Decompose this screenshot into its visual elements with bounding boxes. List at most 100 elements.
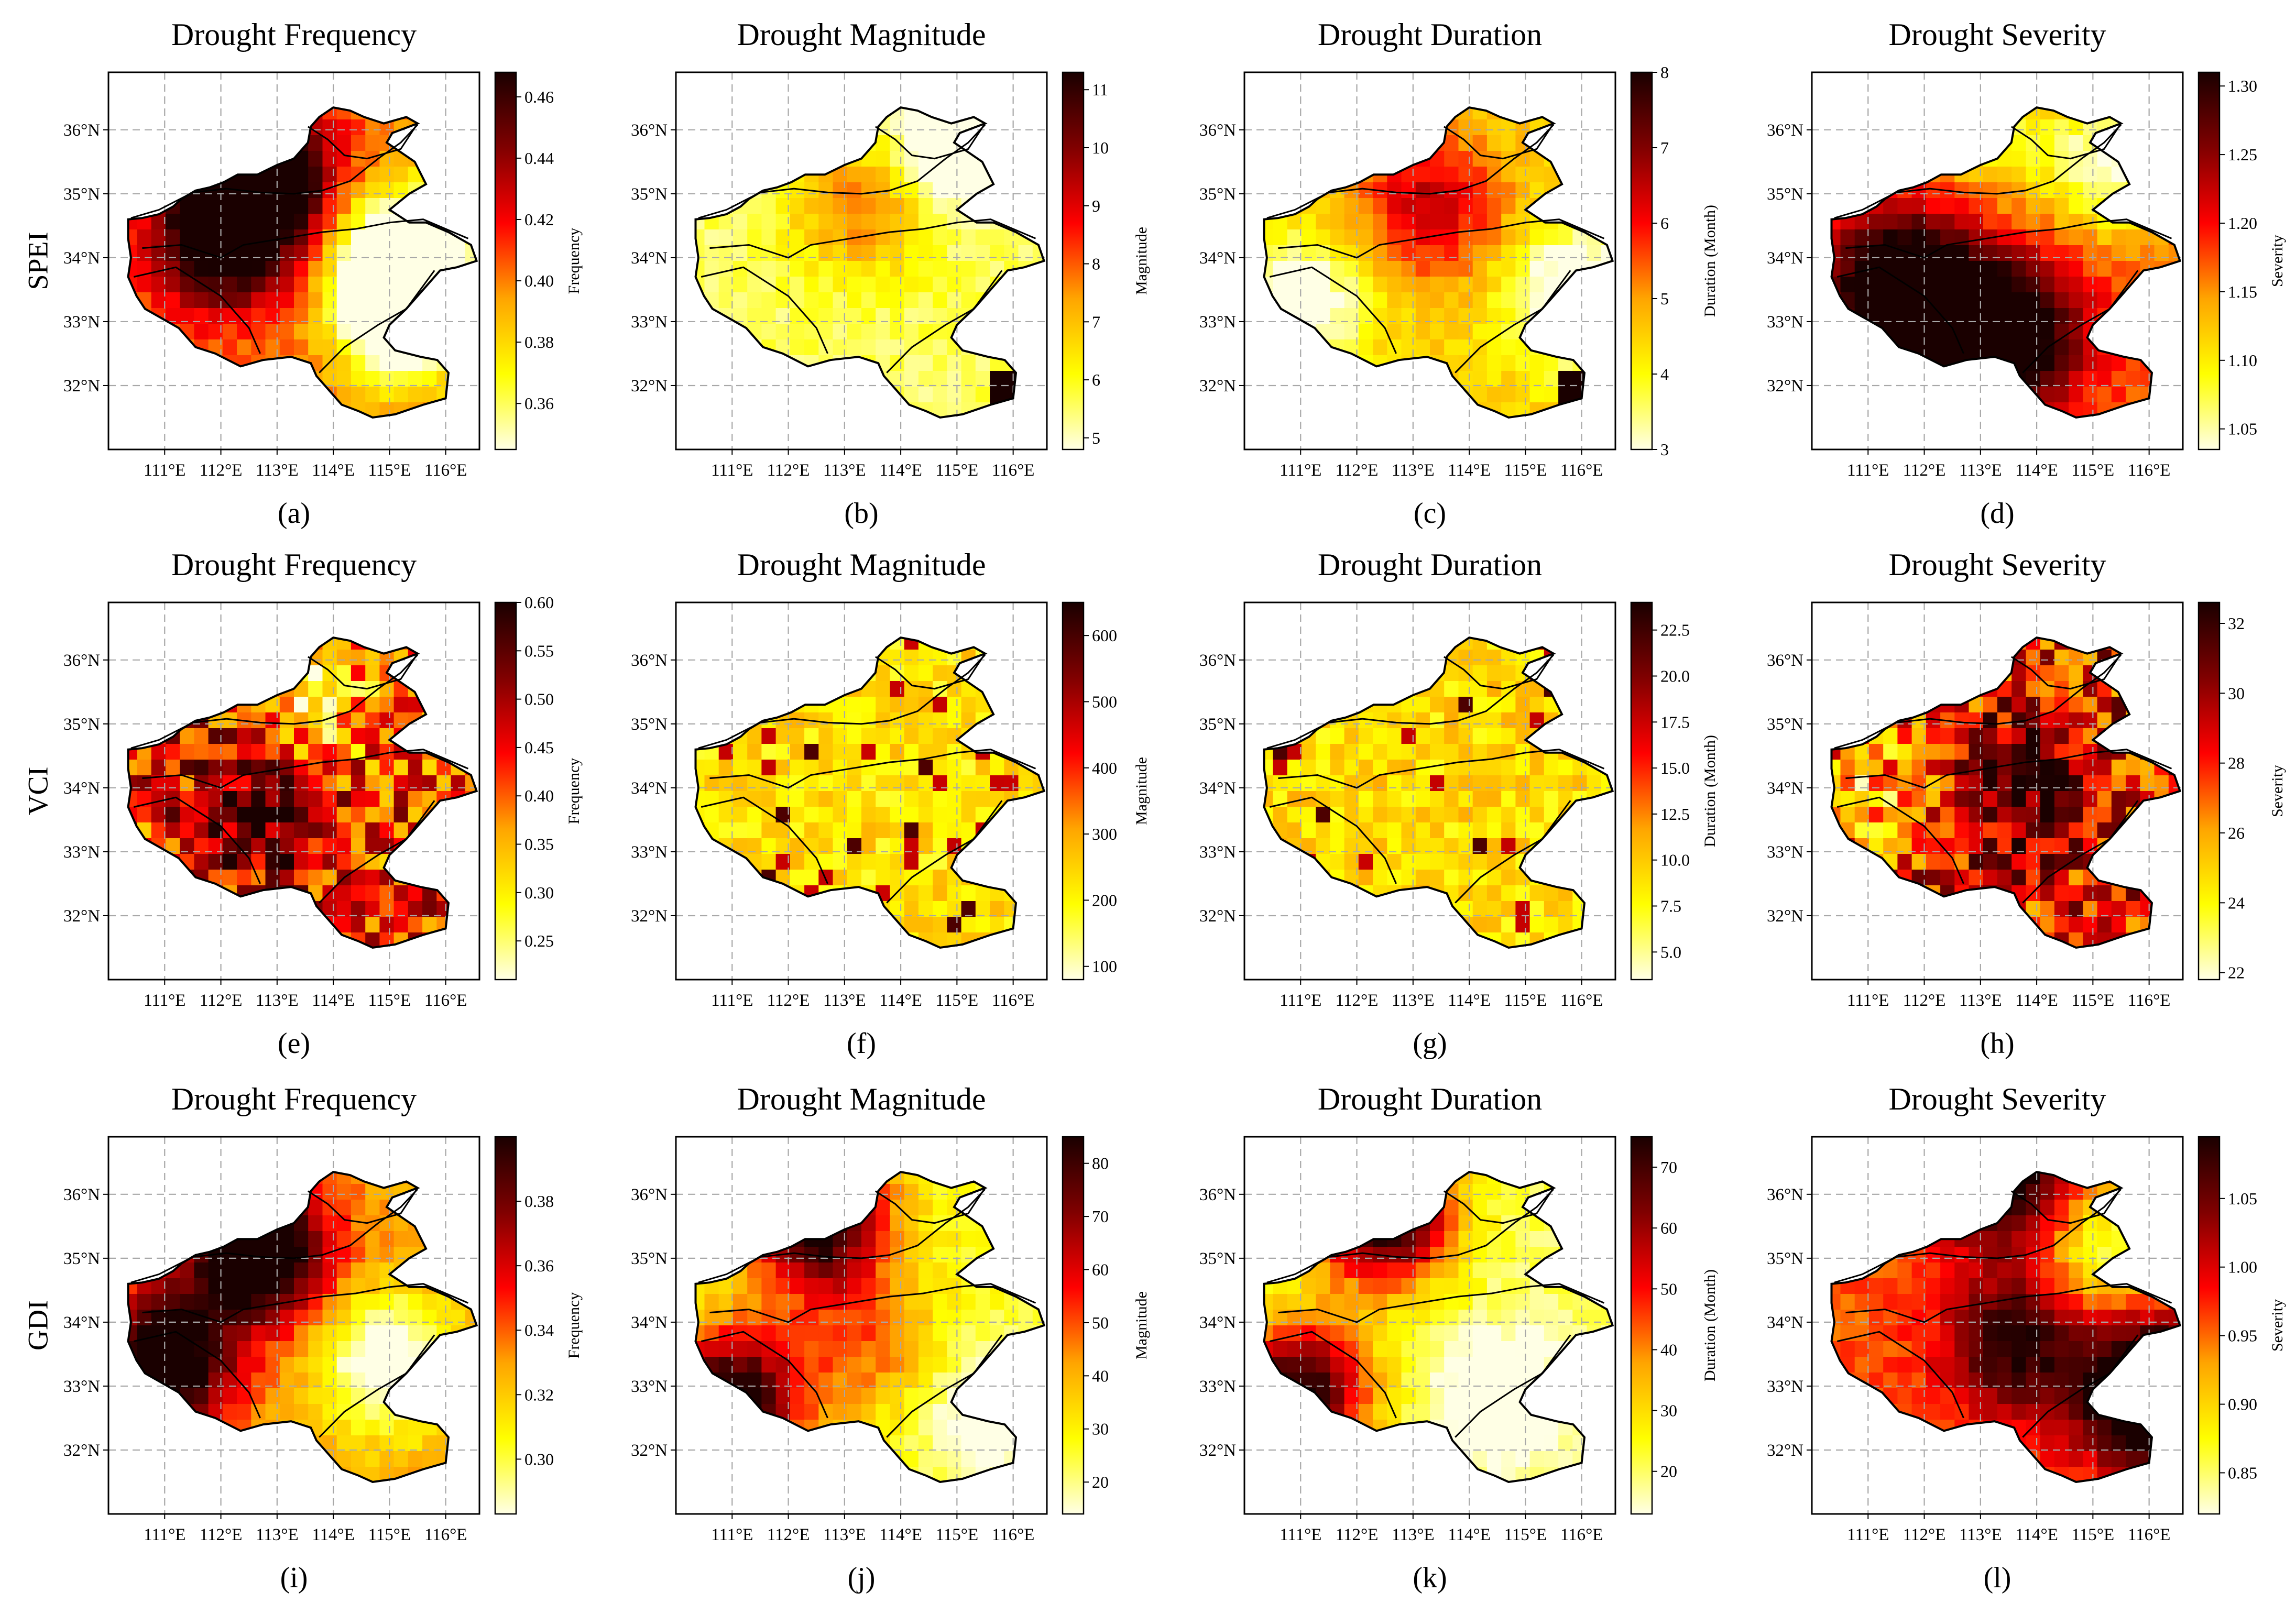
raster-cell	[1926, 214, 1941, 230]
raster-cell	[1387, 277, 1402, 293]
lon-tick-label: 115°E	[1504, 991, 1547, 1010]
lon-tick-label: 111°E	[711, 991, 753, 1010]
raster-cell	[1997, 292, 2012, 309]
raster-cell	[393, 807, 409, 823]
raster-cell	[1486, 182, 1502, 199]
raster-cell	[990, 775, 1005, 792]
lat-tick-label: 32°N	[63, 377, 100, 396]
raster-cell	[336, 697, 352, 713]
raster-cell	[804, 339, 819, 356]
raster-cell	[2083, 182, 2098, 199]
raster-cell	[933, 712, 948, 729]
raster-cell	[194, 214, 209, 230]
raster-cell	[279, 182, 294, 199]
raster-cell	[804, 822, 819, 839]
raster-cell	[1472, 791, 1488, 807]
raster-cell	[876, 681, 891, 697]
raster-cell	[1529, 885, 1545, 902]
raster-cell	[1558, 229, 1573, 246]
raster-cell	[947, 775, 962, 792]
raster-cell	[351, 229, 366, 246]
raster-cell	[890, 339, 905, 356]
raster-cell	[2011, 681, 2027, 697]
raster-cell	[847, 277, 862, 293]
colorbar	[1630, 601, 1653, 981]
raster-cell	[761, 214, 777, 230]
lat-tick-label: 36°N	[63, 121, 100, 140]
raster-cell	[180, 760, 195, 776]
raster-cell	[251, 775, 266, 792]
raster-cell	[1515, 167, 1530, 183]
colorbar-tick-label: 7	[1660, 138, 1669, 157]
raster-cell	[2011, 807, 2027, 823]
raster-cell	[861, 807, 876, 823]
colorbar-tick-label: 300	[1092, 825, 1117, 843]
raster-cell	[222, 744, 237, 760]
raster-cell	[451, 245, 466, 261]
raster-cell	[422, 760, 438, 776]
raster-cell	[975, 775, 990, 792]
raster-cell	[990, 917, 1005, 933]
raster-cell	[890, 681, 905, 697]
raster-cell	[1401, 712, 1416, 729]
raster-cell	[2040, 807, 2055, 823]
raster-cell	[833, 822, 848, 839]
raster-cell	[294, 791, 309, 807]
raster-cell	[876, 854, 891, 870]
raster-cell	[933, 885, 948, 902]
raster-cell	[1486, 261, 1502, 277]
raster-cell	[818, 292, 834, 309]
raster-cell	[1415, 245, 1430, 261]
raster-cell	[1472, 744, 1488, 760]
raster-cell	[137, 760, 152, 776]
raster-cell	[904, 665, 919, 682]
raster-cell	[2011, 277, 2027, 293]
raster-cell	[1515, 277, 1530, 293]
raster-cell	[918, 198, 933, 214]
raster-cell	[847, 854, 862, 870]
lat-tick-label: 34°N	[1767, 249, 1803, 268]
raster-cell	[961, 167, 976, 183]
raster-cell	[847, 182, 862, 199]
raster-cell	[1330, 277, 1345, 293]
raster-cell	[322, 681, 337, 697]
raster-cell	[933, 901, 948, 917]
raster-cell	[1529, 387, 1545, 403]
raster-cell	[1969, 744, 1984, 760]
raster-cell	[790, 339, 805, 356]
lon-tick-label: 111°E	[144, 461, 185, 480]
raster-cell	[904, 119, 919, 136]
raster-cell	[2040, 371, 2055, 387]
raster-cell	[1018, 775, 1033, 792]
raster-cell	[2083, 760, 2098, 776]
raster-cell	[833, 214, 848, 230]
raster-cell	[2111, 387, 2126, 403]
raster-cell	[1558, 760, 1573, 776]
raster-cell	[1387, 822, 1402, 839]
raster-cell	[1501, 245, 1516, 261]
raster-cell	[1401, 182, 1416, 199]
raster-cell	[1529, 277, 1545, 293]
raster-cell	[2069, 387, 2084, 403]
raster-cell	[1501, 917, 1516, 933]
raster-cell	[1501, 775, 1516, 792]
raster-cell	[904, 214, 919, 230]
raster-cell	[2054, 229, 2069, 246]
raster-cell	[904, 151, 919, 167]
raster-cell	[336, 151, 352, 167]
raster-cell	[876, 277, 891, 293]
basin-boundary	[701, 266, 828, 354]
raster-cell	[904, 775, 919, 792]
panel-title: Drought Magnitude	[737, 547, 986, 582]
raster-cell	[1387, 245, 1402, 261]
raster-cell	[194, 261, 209, 277]
raster-cell	[1373, 822, 1388, 839]
raster-cell	[2011, 214, 2027, 230]
raster-cell	[890, 245, 905, 261]
raster-cell	[2054, 292, 2069, 309]
raster-cell	[2054, 261, 2069, 277]
raster-cell	[294, 728, 309, 744]
raster-cell	[365, 167, 380, 183]
raster-cell	[1430, 182, 1445, 199]
